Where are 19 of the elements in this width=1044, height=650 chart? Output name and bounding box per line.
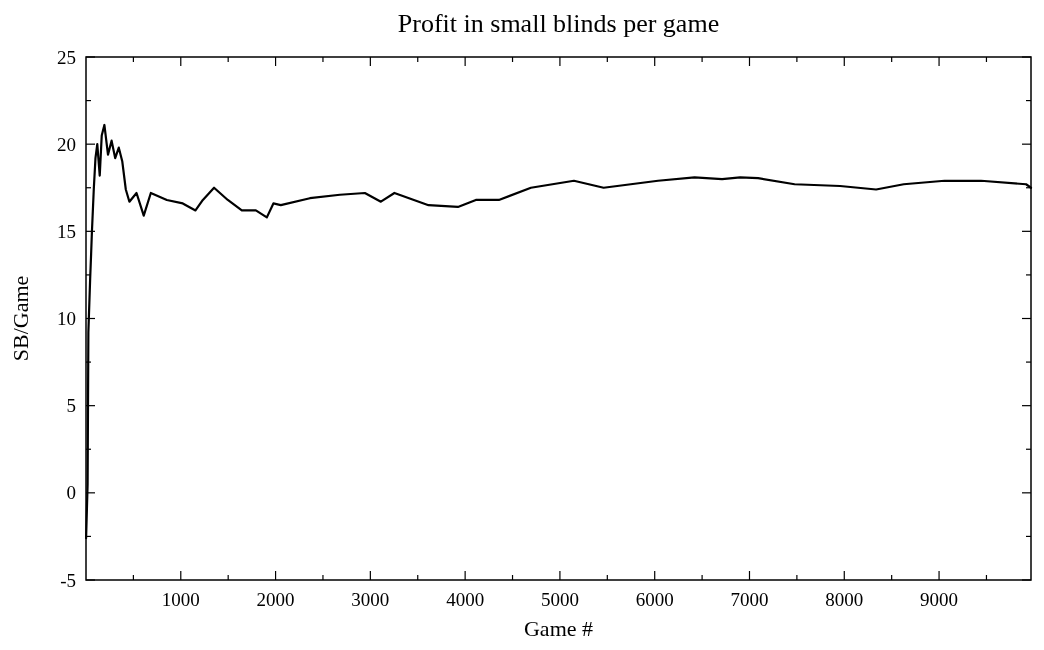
- y-tick-label: -5: [60, 569, 76, 591]
- x-tick-label: 6000: [635, 589, 674, 610]
- x-tick-label: 3000: [351, 589, 390, 610]
- y-axis-title: SB/Game: [8, 275, 33, 362]
- x-tick-label: 8000: [825, 589, 864, 610]
- x-tick-label: 2000: [256, 589, 295, 610]
- x-tick-label: 5000: [540, 589, 579, 610]
- chart-title: Profit in small blinds per game: [397, 9, 720, 38]
- x-tick-label: 1000: [161, 589, 200, 610]
- y-tick-label: 10: [57, 308, 76, 330]
- y-tick-label: 5: [66, 395, 76, 417]
- x-tick-label: 7000: [730, 589, 769, 610]
- y-tick-label: 0: [66, 482, 76, 504]
- y-tick-label: 25: [57, 46, 76, 68]
- x-tick-label: 4000: [446, 589, 485, 610]
- x-axis-title: Game #: [523, 616, 594, 641]
- y-tick-label: 15: [57, 220, 76, 242]
- y-tick-label: 20: [57, 133, 76, 155]
- x-tick-label: 9000: [920, 589, 959, 610]
